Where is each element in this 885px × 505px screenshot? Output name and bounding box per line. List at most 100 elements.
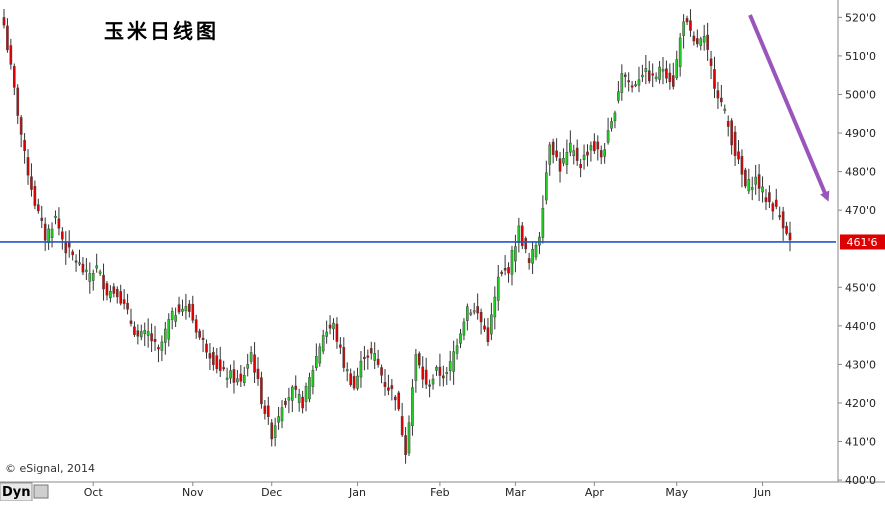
candle-down bbox=[520, 225, 524, 246]
candle-up bbox=[407, 422, 411, 454]
candle-down bbox=[764, 197, 768, 203]
candle-up bbox=[236, 378, 239, 383]
candle-up bbox=[50, 228, 54, 238]
candle-down bbox=[393, 396, 397, 401]
footer-fe-icon[interactable] bbox=[33, 484, 49, 499]
candle-down bbox=[194, 319, 198, 333]
x-month-label: Dec bbox=[261, 486, 282, 499]
candle-up bbox=[160, 341, 164, 351]
candle-down bbox=[23, 139, 26, 151]
candle-up bbox=[445, 372, 449, 375]
candle-up bbox=[246, 364, 250, 369]
candle-down bbox=[623, 74, 627, 77]
candle-down bbox=[342, 346, 346, 368]
candle-up bbox=[332, 322, 335, 330]
copyright-label: © eSignal, 2014 bbox=[5, 462, 95, 475]
candle-up bbox=[462, 321, 466, 336]
candle-up bbox=[603, 149, 606, 157]
candle-down bbox=[105, 283, 109, 296]
candle-down bbox=[651, 73, 655, 76]
candle-down bbox=[778, 215, 782, 218]
candle-down bbox=[706, 34, 709, 50]
candle-up bbox=[750, 187, 754, 190]
candle-up bbox=[654, 76, 658, 79]
candle-down bbox=[720, 97, 723, 103]
footer-dyn-label[interactable]: Dyn bbox=[2, 485, 31, 500]
candle-down bbox=[119, 291, 123, 304]
candle-down bbox=[74, 260, 78, 263]
x-axis: Oct Nov Dec Jan Feb Mar Apr May Jun bbox=[84, 482, 771, 499]
candle-up bbox=[345, 369, 349, 372]
candle-down bbox=[774, 199, 778, 207]
candle-down bbox=[67, 241, 71, 248]
candle-down bbox=[781, 211, 785, 229]
candle-up bbox=[514, 246, 517, 262]
candle-up bbox=[54, 215, 57, 218]
candle-down bbox=[730, 120, 733, 146]
candle-up bbox=[538, 236, 541, 246]
candle-down bbox=[555, 150, 558, 158]
candle-down bbox=[692, 35, 696, 42]
candles-layer bbox=[2, 9, 792, 464]
candle-down bbox=[380, 367, 383, 376]
y-tick-label: 510'0 bbox=[845, 50, 876, 63]
candle-down bbox=[716, 90, 720, 99]
candle-down bbox=[150, 333, 153, 342]
candle-down bbox=[339, 344, 342, 348]
candle-up bbox=[610, 121, 613, 129]
candle-down bbox=[596, 141, 600, 150]
candle-down bbox=[713, 69, 716, 89]
candle-down bbox=[586, 151, 589, 156]
candle-up bbox=[170, 310, 174, 320]
x-month-label: Jan bbox=[348, 486, 366, 499]
y-tick-label: 470'0 bbox=[845, 204, 876, 217]
candle-down bbox=[198, 330, 201, 338]
candle-up bbox=[510, 250, 514, 275]
candle-up bbox=[109, 291, 112, 299]
candle-up bbox=[311, 370, 315, 387]
candle-down bbox=[232, 369, 236, 383]
y-axis: 400'0 410'0 420'0 430'0 440'0 450'0 470'0 480'0… bbox=[838, 11, 876, 487]
candle-up bbox=[308, 377, 311, 400]
candle-down bbox=[483, 325, 486, 330]
candle-down bbox=[61, 231, 64, 240]
candle-up bbox=[723, 108, 727, 111]
candle-down bbox=[6, 25, 9, 51]
candle-up bbox=[541, 207, 545, 238]
candle-down bbox=[122, 299, 126, 304]
y-tick-label: 410'0 bbox=[845, 436, 876, 449]
candle-up bbox=[613, 112, 617, 122]
candle-up bbox=[459, 333, 462, 344]
candle-up bbox=[95, 265, 98, 269]
candle-up bbox=[249, 352, 253, 362]
candle-up bbox=[565, 151, 569, 166]
candle-down bbox=[740, 156, 744, 175]
candle-down bbox=[129, 320, 133, 324]
candle-up bbox=[356, 375, 359, 389]
candle-down bbox=[40, 217, 44, 221]
price-tag: 461'6 bbox=[840, 234, 885, 250]
candle-down bbox=[212, 352, 215, 365]
candle-down bbox=[771, 203, 775, 212]
candle-down bbox=[744, 169, 747, 187]
candle-down bbox=[349, 373, 352, 386]
candle-down bbox=[503, 268, 507, 271]
x-month-label: Nov bbox=[182, 486, 204, 499]
candle-down bbox=[328, 324, 332, 329]
candle-down bbox=[294, 385, 298, 390]
candle-down bbox=[788, 232, 792, 241]
x-month-label: Apr bbox=[585, 486, 605, 499]
candle-up bbox=[146, 331, 150, 336]
candle-up bbox=[297, 394, 301, 403]
candle-down bbox=[115, 288, 119, 298]
candle-up bbox=[88, 273, 92, 282]
candle-down bbox=[428, 384, 431, 387]
candle-up bbox=[315, 356, 318, 369]
candle-down bbox=[16, 87, 20, 116]
candle-up bbox=[634, 84, 637, 87]
candle-up bbox=[644, 68, 648, 72]
candle-down bbox=[263, 405, 267, 414]
candle-down bbox=[696, 38, 699, 45]
candle-up bbox=[702, 36, 706, 43]
